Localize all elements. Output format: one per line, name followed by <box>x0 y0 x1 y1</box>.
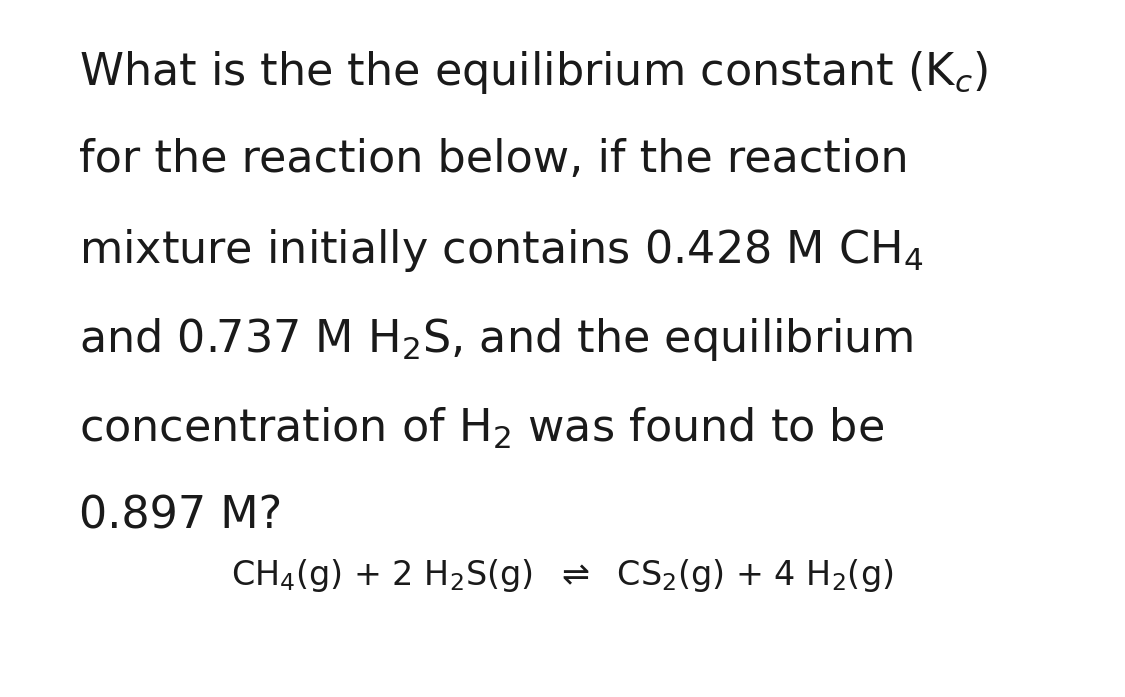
Text: 0.897 M?: 0.897 M? <box>79 495 282 538</box>
Text: What is the the equilibrium constant (K$_c$): What is the the equilibrium constant (K$… <box>79 49 988 95</box>
Text: and 0.737 M H$_2$S, and the equilibrium: and 0.737 M H$_2$S, and the equilibrium <box>79 316 914 363</box>
Text: mixture initially contains 0.428 M CH$_4$: mixture initially contains 0.428 M CH$_4… <box>79 227 924 274</box>
Text: for the reaction below, if the reaction: for the reaction below, if the reaction <box>79 138 908 181</box>
Text: CH$_4$(g) + 2 H$_2$S(g)  $\rightleftharpoons$  CS$_2$(g) + 4 H$_2$(g): CH$_4$(g) + 2 H$_2$S(g) $\rightleftharpo… <box>232 556 893 594</box>
Text: concentration of H$_2$ was found to be: concentration of H$_2$ was found to be <box>79 406 884 451</box>
